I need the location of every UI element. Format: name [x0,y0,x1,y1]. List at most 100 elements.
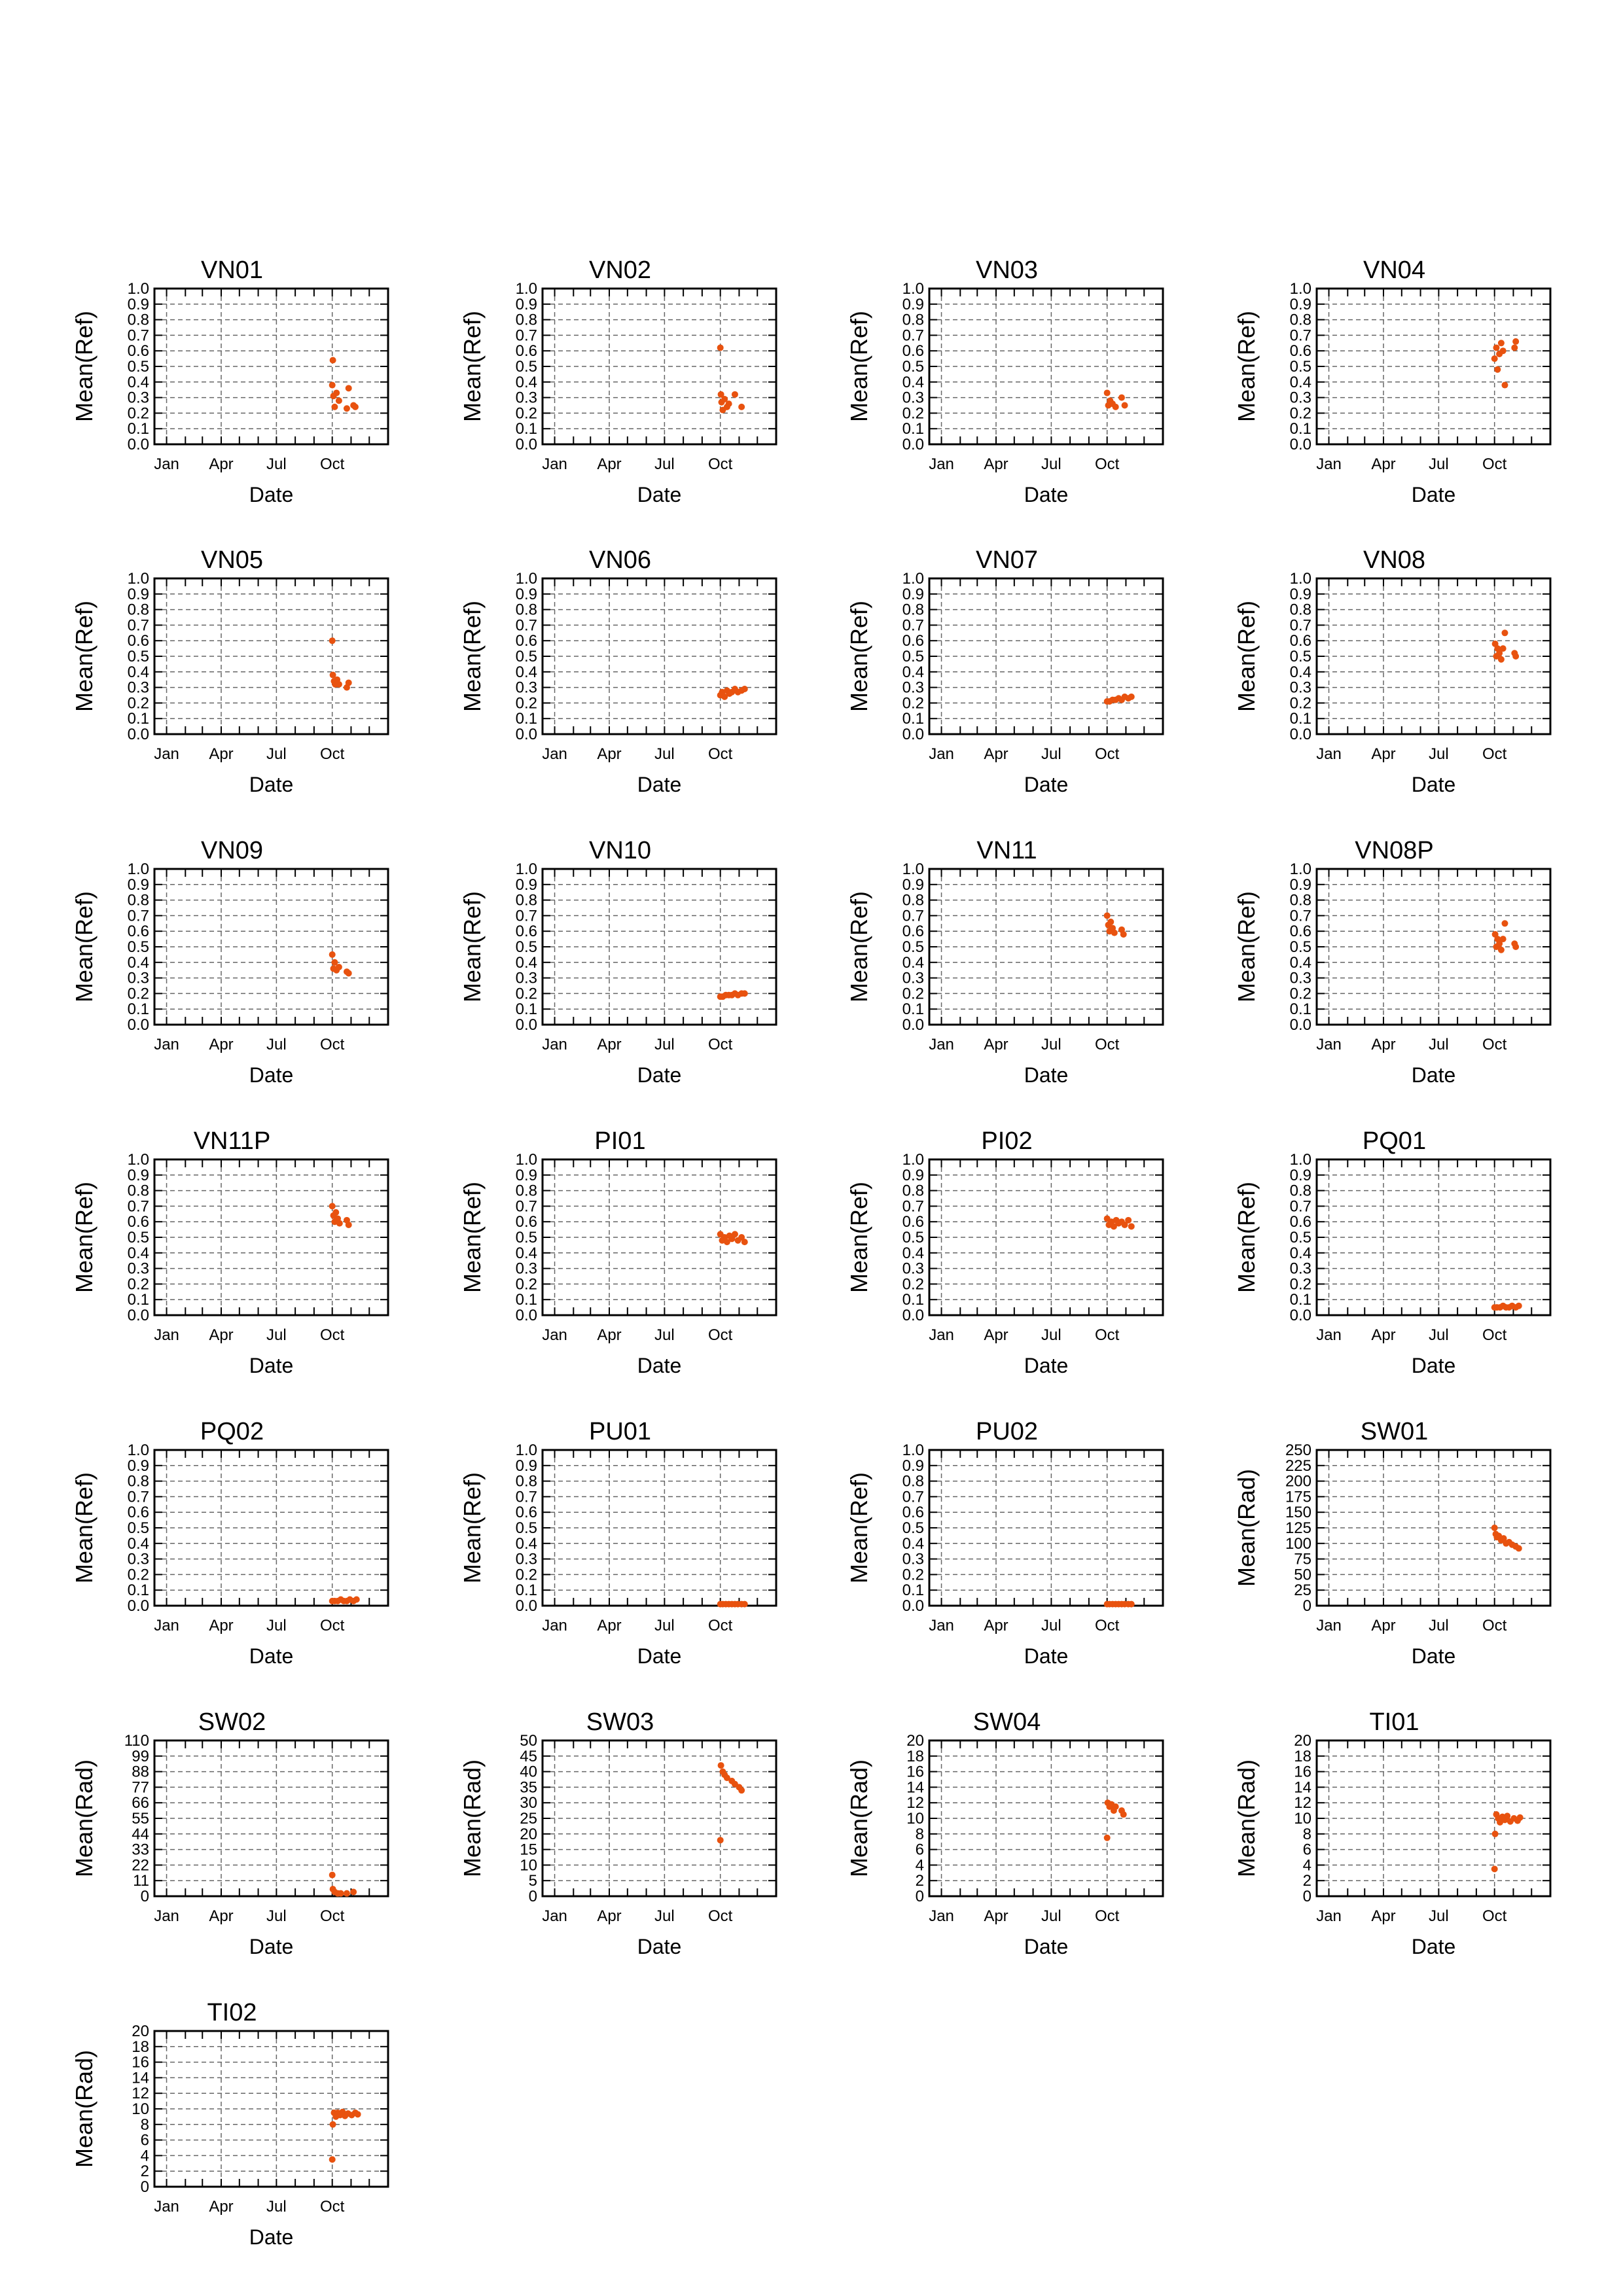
y-tick-label: 12 [906,1794,924,1812]
y-tick-label: 0.7 [516,1197,537,1215]
y-tick-label: 18 [1294,1748,1311,1765]
data-point [741,685,748,692]
y-tick-label: 0.9 [516,1457,537,1475]
data-point [331,403,338,410]
plot-frame [541,1739,777,1898]
chart-title: SW01 [1361,1418,1428,1445]
plot-frame [541,1449,777,1607]
x-tick-label: Oct [1482,1326,1507,1344]
chart-panel-sw04: SW04 0 2 4 6 8 10 12 14 16 18 20 Jan Apr Jul Oct Mean(Ra… [775,1697,1168,1985]
chart-title: TI01 [1369,1708,1419,1736]
y-axis-label: Mean(Rad) [1233,1759,1260,1877]
data-point [731,391,738,398]
y-tick-label: 0.7 [128,1488,149,1506]
chart-title: SW04 [973,1708,1041,1736]
chart-title: VN02 [589,256,651,284]
x-tick-label: Jan [929,1907,954,1925]
chart-panel-ti01: TI01 0 2 4 6 8 10 12 14 16 18 20 Jan Apr Jul Oct Mean(Ra… [1162,1697,1555,1985]
y-tick-label: 0.0 [1290,1307,1311,1324]
y-axis-label: Mean(Rad) [71,2050,98,2168]
x-tick-label: Apr [984,1617,1008,1634]
y-tick-label: 1.0 [902,280,924,298]
x-tick-label: Apr [597,1326,621,1344]
x-tick-label: Apr [984,1907,1008,1925]
data-point [1516,1814,1524,1821]
y-tick-label: 0.7 [1290,907,1311,925]
x-tick-label: Jan [542,1907,567,1925]
data-point [1125,1216,1132,1224]
x-tick-label: Apr [209,1036,233,1053]
data-point [345,679,352,686]
y-tick-label: 0 [1303,1888,1311,1905]
y-tick-label: 1.0 [516,1441,537,1459]
x-tick-label: Apr [1371,1036,1395,1053]
data-point [1501,629,1508,637]
chart-panel-vn11: VN11 0.0 0.1 0.2 0.3 0.4 0.5 0.6 0.7 0.8 0.9 1.0 Jan… [775,826,1168,1114]
data-point [1118,394,1125,401]
data-point [329,2156,336,2163]
data-point [1496,940,1503,947]
y-tick-label: 0.1 [902,1581,924,1599]
x-axis-label: Date [1412,483,1456,506]
y-tick-label: 250 [1285,1441,1311,1459]
y-tick-label: 0.7 [516,907,537,925]
y-tick-label: 0.4 [1290,954,1311,972]
y-tick-label: 0.7 [902,1488,924,1506]
chart-panel-sw03: SW03 0 5 10 15 20 25 30 35 40 45 50 Jan Apr Jul Oct Mean… [388,1697,781,1985]
x-tick-label: Oct [1095,1326,1120,1344]
y-tick-label: 0.8 [516,601,537,619]
y-tick-label: 0.2 [902,694,924,712]
plot-frame [153,1449,389,1607]
x-tick-label: Jan [542,745,567,763]
data-point [1128,1600,1135,1608]
data-point [329,637,336,645]
data-point [738,1787,745,1794]
y-tick-label: 0.8 [516,1182,537,1200]
data-point [731,1231,738,1238]
y-tick-label: 0.6 [516,342,537,360]
y-tick-label: 0.1 [902,1000,924,1018]
y-tick-label: 0.0 [516,1597,537,1615]
data-point [717,1762,724,1769]
data-point [329,1871,336,1879]
chart-svg: VN02 0.00.10.20.30.40.50.60.70.80.91.0 Jan… [459,256,777,506]
x-axis-label: Date [249,773,294,796]
y-tick-label: 0.2 [902,985,924,1002]
y-tick-label: 1.0 [516,280,537,298]
data-point [738,403,745,410]
y-tick-label: 0.4 [1290,663,1311,681]
data-point [725,400,732,408]
chart-title: VN03 [976,256,1038,284]
data-point [335,680,342,688]
data-point [1491,1525,1498,1531]
y-tick-label: 0.6 [128,923,149,940]
y-axis-label: Mean(Ref) [459,891,486,1002]
y-tick-label: 0.2 [516,404,537,422]
y-tick-label: 0.5 [902,1519,924,1537]
y-tick-label: 0.7 [1290,616,1311,634]
x-axis-label: Date [1024,1354,1069,1377]
data-point [332,1209,340,1216]
x-axis-label: Date [1412,1935,1456,1958]
y-tick-label: 0.9 [902,876,924,894]
data-point [721,395,728,402]
x-tick-label: Apr [984,745,1008,763]
chart-panel-ti02: TI02 0 2 4 6 8 10 12 14 16 18 20 Jan Apr Jul Oct Mean(Ra… [0,1988,393,2276]
y-tick-label: 0.6 [1290,342,1311,360]
y-tick-label: 0.6 [902,1504,924,1521]
y-tick-label: 0.4 [128,954,149,972]
data-point [345,1221,352,1228]
y-axis-label: Mean(Ref) [846,311,872,422]
chart-title: PI02 [981,1127,1032,1155]
data-point [345,385,352,392]
x-tick-label: Oct [708,1907,733,1925]
plot-frame [541,577,777,735]
chart-panel-vn04: VN04 0.0 0.1 0.2 0.3 0.4 0.5 0.6 0.7 0.8 0.9 1.0 Jan… [1162,245,1555,533]
x-tick-label: Apr [597,1617,621,1634]
data-point [1107,918,1115,925]
y-tick-label: 1.0 [128,570,149,588]
y-tick-label: 0.1 [128,1291,149,1309]
y-tick-label: 0.2 [902,1275,924,1293]
y-tick-label: 0.9 [128,1167,149,1184]
